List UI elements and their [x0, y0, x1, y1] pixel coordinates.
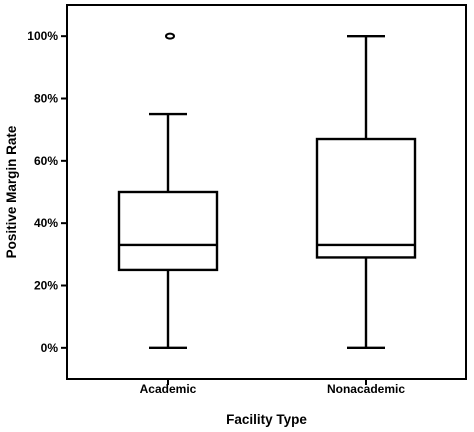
y-tick-label: 100%	[27, 29, 58, 43]
interquartile-box	[315, 137, 417, 259]
x-tick-label: Academic	[140, 382, 197, 396]
y-tick-label: 60%	[34, 154, 58, 168]
y-axis-ticks: 0% 20% 40% 60% 80% 100%	[27, 29, 67, 355]
interquartile-box	[117, 190, 219, 272]
x-axis-ticks: Academic Nonacademic	[140, 379, 405, 396]
y-tick-label: 20%	[34, 279, 58, 293]
y-tick-label: 40%	[34, 216, 58, 230]
box-academic	[117, 32, 219, 350]
y-axis-title: Positive Margin Rate	[4, 125, 19, 258]
y-tick-label: 80%	[34, 92, 58, 106]
boxes-group	[117, 32, 417, 350]
box-nonacademic	[315, 34, 417, 350]
outlier-point	[165, 32, 175, 40]
y-tick-label: 0%	[41, 341, 59, 355]
x-tick-label: Nonacademic	[327, 382, 405, 396]
x-axis-title: Facility Type	[226, 412, 307, 427]
plot-frame	[66, 4, 467, 380]
